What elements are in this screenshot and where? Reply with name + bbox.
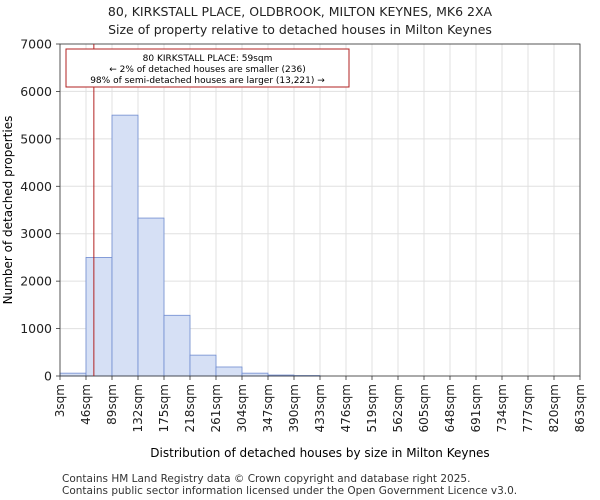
y-tick-label: 6000 <box>20 84 52 99</box>
y-tick-label: 2000 <box>20 274 52 289</box>
histogram-bar <box>215 366 243 377</box>
x-tick-label: 519sqm <box>365 384 379 432</box>
annotation-line-1: 80 KIRKSTALL PLACE: 59sqm <box>143 54 273 64</box>
annotation-line-2: ← 2% of detached houses are smaller (236… <box>109 65 306 75</box>
x-tick-label: 863sqm <box>573 384 587 432</box>
x-tick-label: 347sqm <box>261 384 275 432</box>
x-tick-label: 648sqm <box>443 384 457 432</box>
x-tick-label: 605sqm <box>417 384 431 432</box>
annotation-box: 80 KIRKSTALL PLACE: 59sqm ← 2% of detach… <box>65 48 350 88</box>
x-tick-label: 132sqm <box>131 384 145 432</box>
annotation-line-3: 98% of semi-detached houses are larger (… <box>90 76 325 86</box>
x-tick-label: 820sqm <box>547 384 561 432</box>
y-tick-label: 0 <box>44 369 52 384</box>
y-tick-label: 3000 <box>20 226 52 241</box>
chart-title-address: 80, KIRKSTALL PLACE, OLDBROOK, MILTON KE… <box>107 4 493 19</box>
y-tick-label: 7000 <box>20 37 52 52</box>
histogram-bar <box>85 257 113 377</box>
x-tick-label: 46sqm <box>79 384 93 425</box>
histogram-bar <box>59 372 87 377</box>
y-axis-label: Number of detached properties <box>1 116 15 305</box>
y-tick-label: 4000 <box>20 179 52 194</box>
x-tick-label: 691sqm <box>469 384 483 432</box>
annotation-rect <box>65 48 350 88</box>
x-tick-label: 562sqm <box>391 384 405 432</box>
histogram-bar <box>189 354 217 377</box>
y-tick-label: 5000 <box>20 131 52 146</box>
x-tick-label: 218sqm <box>183 384 197 432</box>
y-tick-label: 1000 <box>20 321 52 336</box>
x-tick-label: 304sqm <box>235 384 249 432</box>
histogram-bar <box>163 314 191 377</box>
x-tick-label: 175sqm <box>157 384 171 432</box>
x-tick-label: 3sqm <box>53 384 67 417</box>
x-tick-label: 734sqm <box>495 384 509 432</box>
footer-licence: Contains public sector information licen… <box>62 485 518 497</box>
histogram-bar <box>241 372 269 377</box>
x-tick-layer: 3sqm 46sqm 89sqm 132sqm 175sqm 218sqm 261sqm 30… <box>53 376 587 432</box>
x-tick-label: 777sqm <box>521 384 535 432</box>
y-tick-layer: 0 1000 2000 3000 4000 5000 6000 7000 <box>20 37 60 384</box>
x-axis-label: Distribution of detached houses by size … <box>150 446 489 460</box>
x-tick-label: 390sqm <box>287 384 301 432</box>
x-tick-label: 261sqm <box>209 384 223 432</box>
chart-title: Size of property relative to detached ho… <box>108 22 492 37</box>
footer-copyright: Contains HM Land Registry data © Crown c… <box>62 473 471 485</box>
x-tick-label: 89sqm <box>105 384 119 425</box>
x-tick-label: 433sqm <box>313 384 327 432</box>
histogram-bar <box>137 217 165 377</box>
histogram-bar <box>111 114 139 377</box>
bar-layer <box>59 114 321 377</box>
x-tick-label: 476sqm <box>339 384 353 432</box>
